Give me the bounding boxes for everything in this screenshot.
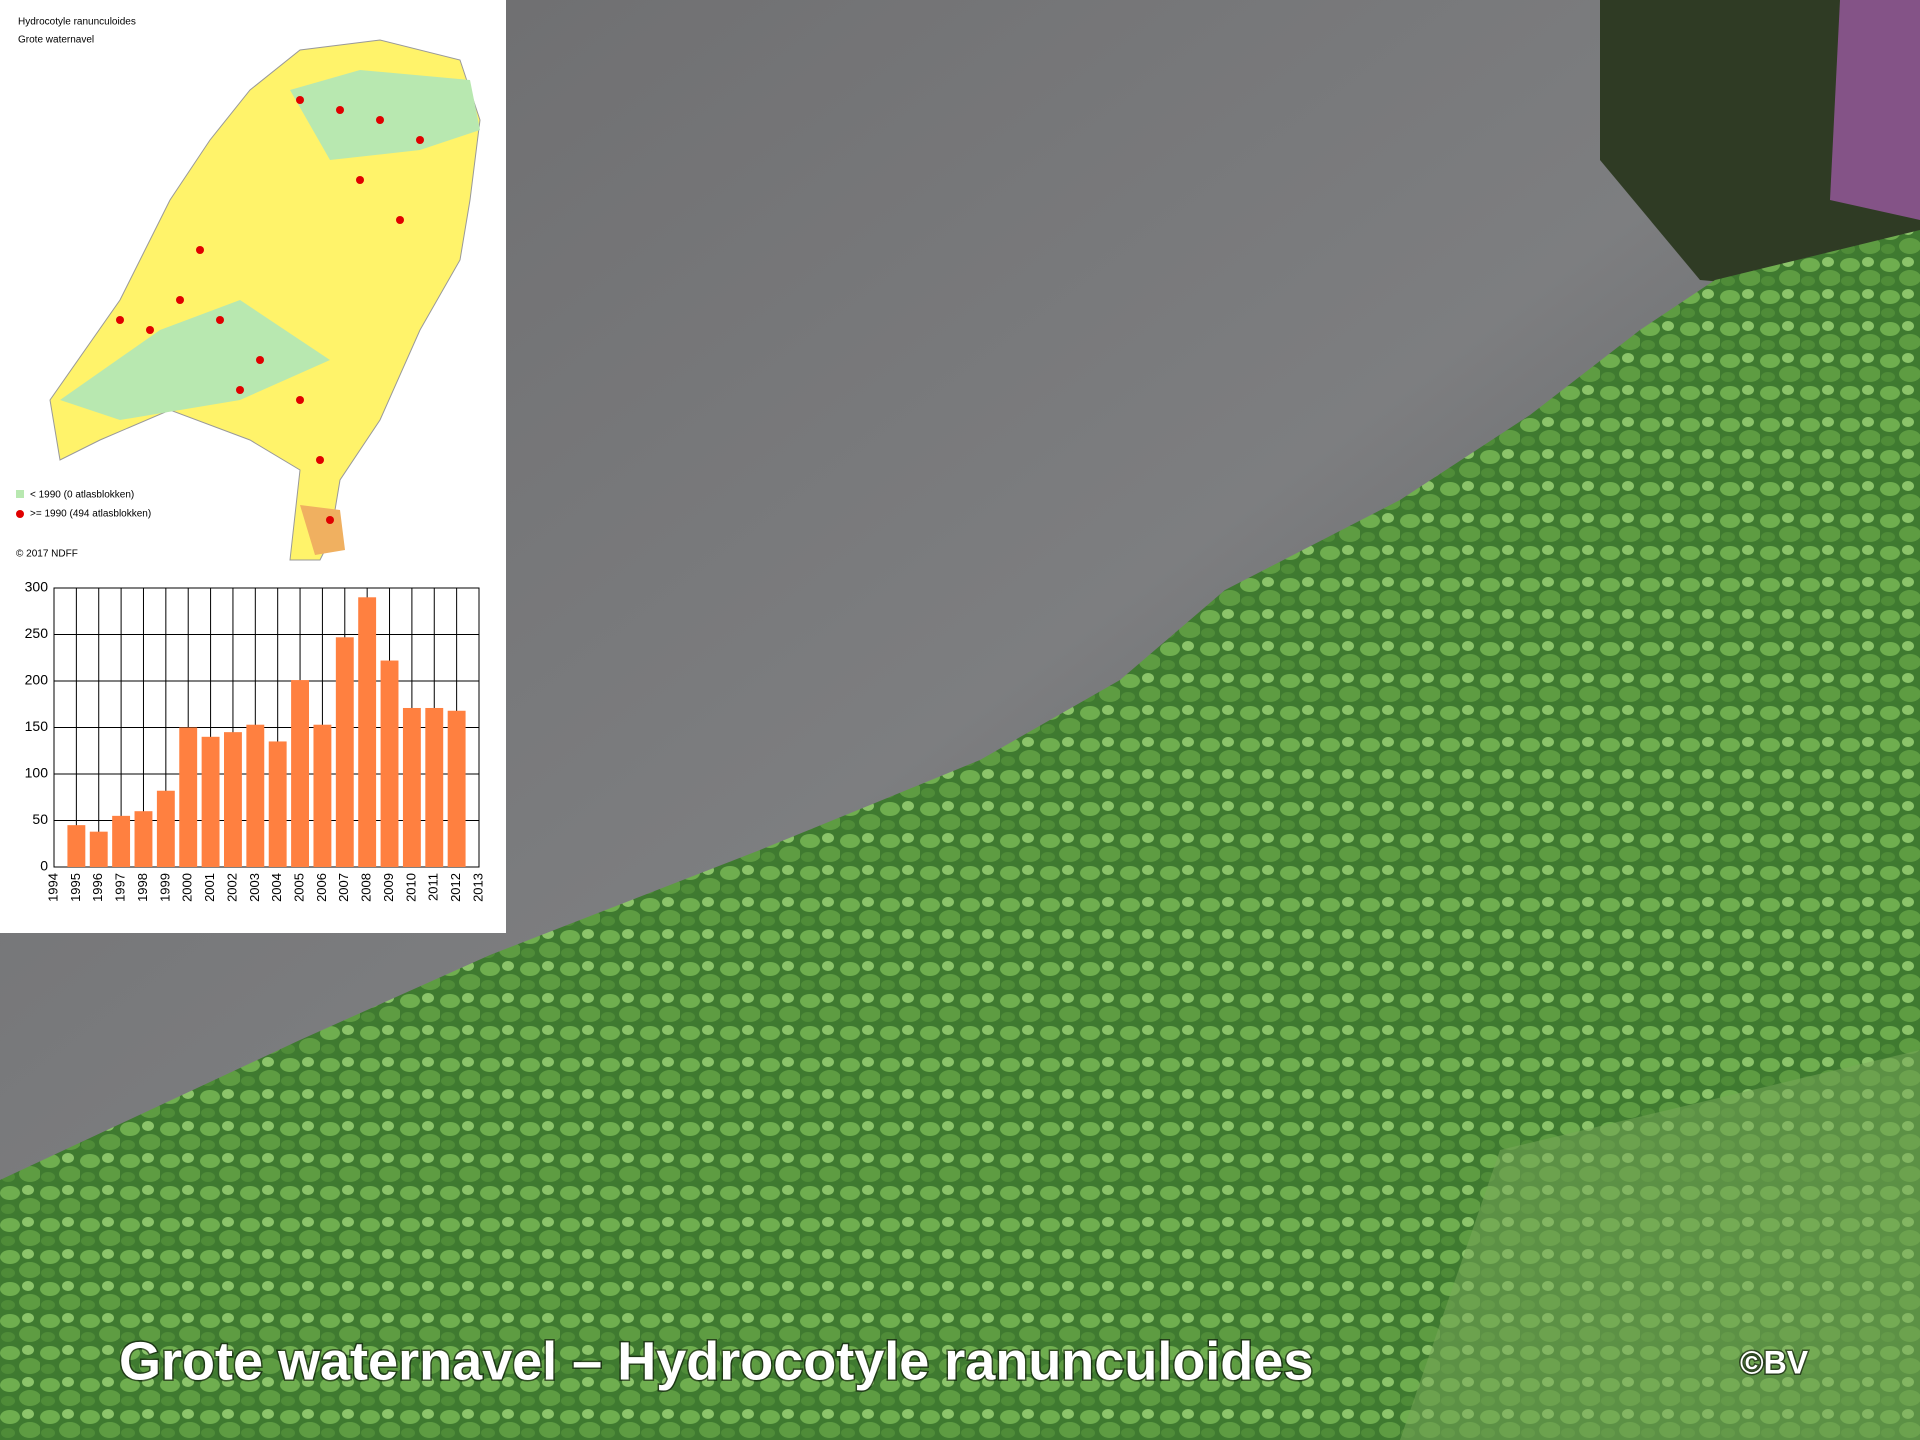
caption-credit: ©BV <box>1740 1344 1809 1380</box>
bar <box>224 732 242 867</box>
bar <box>67 825 86 867</box>
y-tick-label: 150 <box>25 718 49 734</box>
x-tick-label: 2008 <box>359 873 374 902</box>
x-tick-label: 2006 <box>314 873 329 902</box>
x-tick-label: 1996 <box>90 873 105 902</box>
algae <box>1400 1050 1920 1440</box>
bar <box>134 811 153 867</box>
bar <box>313 724 332 867</box>
x-tick-label: 2012 <box>448 873 463 902</box>
x-tick-label: 2010 <box>403 873 418 902</box>
legend-entry: >= 1990 (494 atlasblokken) <box>30 509 151 520</box>
map-land <box>49 39 481 561</box>
x-tick-label: 1997 <box>113 873 128 902</box>
legend-swatch <box>16 490 24 498</box>
bar <box>358 597 377 867</box>
y-tick-label: 50 <box>32 811 48 827</box>
x-tick-label: 2004 <box>269 873 284 902</box>
x-tick-label: 2003 <box>247 873 262 902</box>
y-tick-label: 300 <box>25 579 49 595</box>
bar <box>425 707 444 867</box>
y-tick-label: 250 <box>25 625 49 641</box>
x-tick-label: 2013 <box>470 873 485 902</box>
bar <box>179 727 198 867</box>
y-tick-label: 100 <box>25 765 49 781</box>
x-tick-label: 2000 <box>180 873 195 902</box>
map-dots <box>116 96 424 524</box>
bar <box>380 660 399 867</box>
x-tick-label: 2005 <box>291 873 306 902</box>
x-tick-label: 1998 <box>135 873 150 902</box>
bar <box>112 815 131 867</box>
bar <box>156 790 175 867</box>
bar <box>201 736 220 867</box>
x-tick-label: 2011 <box>426 873 441 901</box>
bar <box>291 680 309 867</box>
x-tick-label: 1994 <box>45 873 60 902</box>
bar <box>447 710 466 867</box>
x-tick-label: 1995 <box>68 873 83 902</box>
bar <box>402 707 421 867</box>
x-tick-label: 1999 <box>157 873 172 902</box>
y-tick-label: 200 <box>25 672 49 688</box>
bar <box>335 637 354 867</box>
map-subtitle: Grote waternavel <box>18 35 94 46</box>
legend-swatch <box>16 510 24 518</box>
x-tick-label: 2001 <box>202 873 217 902</box>
bar <box>268 741 287 867</box>
caption-title: Grote waternavel – Hydrocotyle ranunculo… <box>119 1331 1313 1391</box>
map-green <box>60 70 480 420</box>
map-title: Hydrocotyle ranunculoides <box>18 17 136 28</box>
flowers <box>1830 0 1920 220</box>
x-tick-label: 2002 <box>224 873 239 902</box>
map <box>49 39 481 561</box>
vegetation <box>0 230 1920 1440</box>
map-copyright: © 2017 NDFF <box>16 549 78 560</box>
y-tick-label: 0 <box>40 858 48 874</box>
map-limburg <box>300 505 345 555</box>
x-tick-label: 2007 <box>336 873 351 902</box>
x-tick-label: 2009 <box>381 873 396 902</box>
bar <box>246 724 265 867</box>
bar <box>89 831 108 867</box>
legend-entry: < 1990 (0 atlasblokken) <box>30 490 134 501</box>
